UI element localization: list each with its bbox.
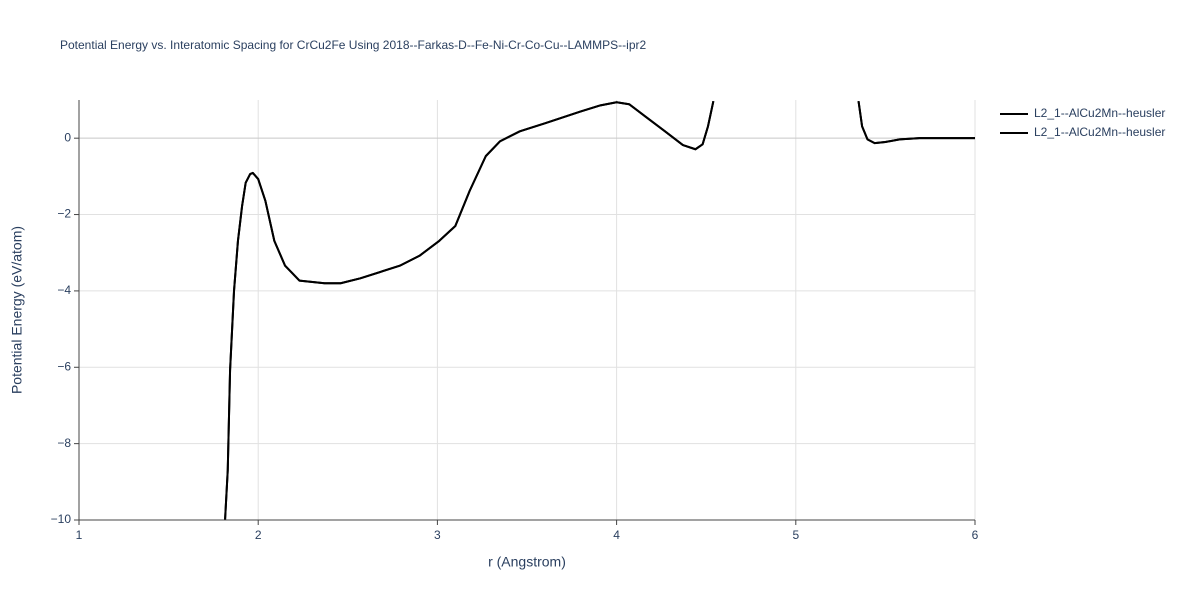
legend-label: L2_1--AlCu2Mn--heusler <box>1034 125 1165 139</box>
y-tick-label: −4 <box>57 283 71 297</box>
chart-title: Potential Energy vs. Interatomic Spacing… <box>60 38 646 52</box>
y-tick-label: −6 <box>57 359 71 373</box>
x-tick-label: 4 <box>613 528 620 542</box>
y-tick-label: −8 <box>57 436 71 450</box>
y-tick-label: −10 <box>51 512 72 526</box>
x-tick-label: 1 <box>76 528 83 542</box>
x-tick-label: 5 <box>792 528 799 542</box>
legend: L2_1--AlCu2Mn--heusler L2_1--AlCu2Mn--heu… <box>1000 106 1165 139</box>
x-axis-title: r (Angstrom) <box>488 554 566 570</box>
data-line <box>224 100 975 520</box>
y-axis-title: Potential Energy (eV/atom) <box>9 226 25 394</box>
y-tick-label: 0 <box>64 130 71 144</box>
grid <box>78 100 976 521</box>
legend-label: L2_1--AlCu2Mn--heusler <box>1034 106 1165 120</box>
plot-area <box>224 100 975 520</box>
y-tick-label: −2 <box>57 207 71 221</box>
data-line <box>224 100 975 520</box>
x-tick-label: 3 <box>434 528 441 542</box>
x-tick-label: 2 <box>255 528 262 542</box>
x-tick-label: 6 <box>972 528 979 542</box>
